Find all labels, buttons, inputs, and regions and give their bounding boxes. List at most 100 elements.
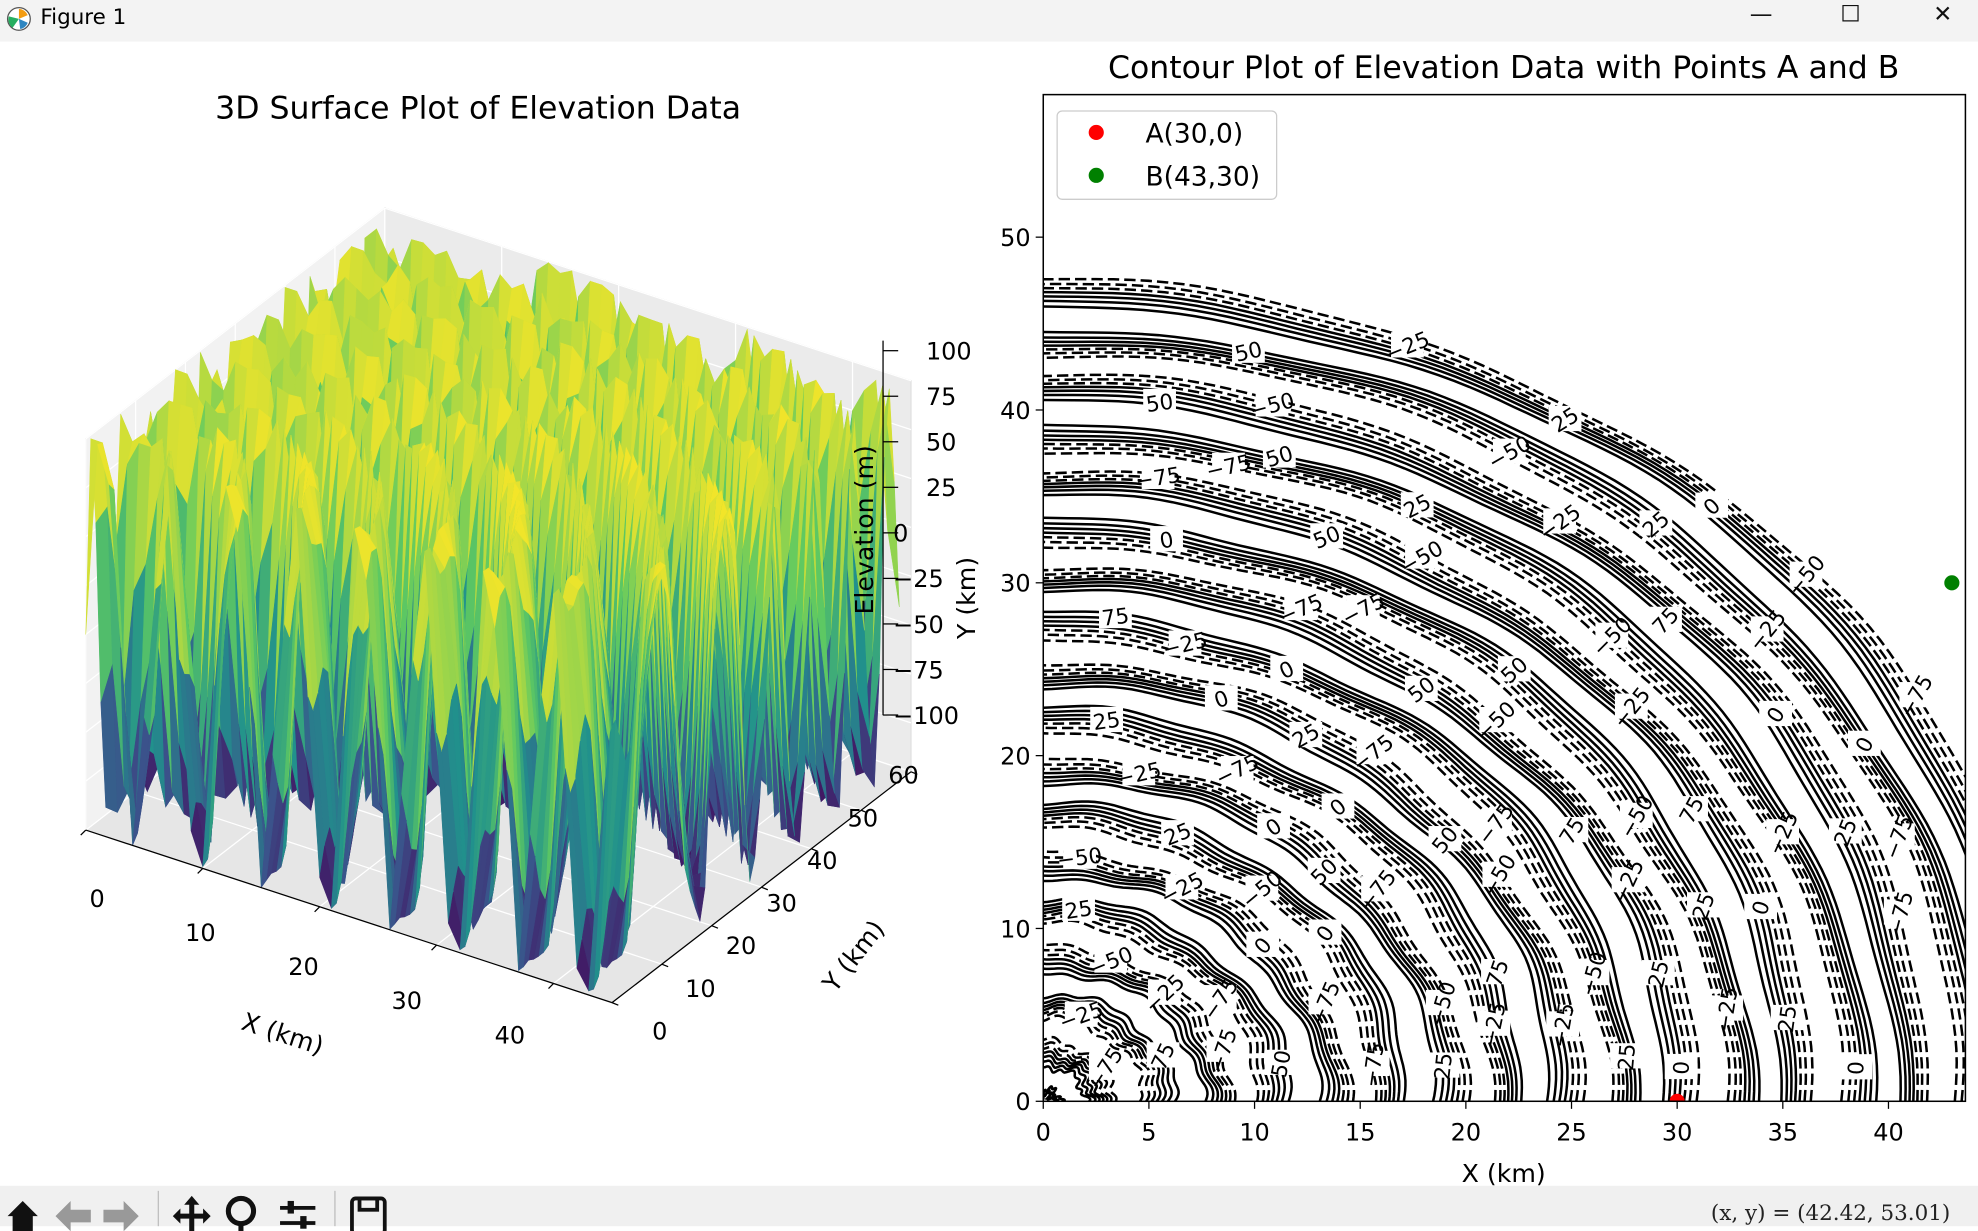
- contour-label-bg: [1143, 388, 1176, 415]
- contour-line: [1043, 850, 1356, 1102]
- minimize-button[interactable]: —: [1723, 0, 1799, 33]
- surface-zlabel: Elevation (m): [850, 445, 879, 614]
- contour-line: [1043, 299, 1966, 843]
- contour-label-bg: [1477, 1010, 1511, 1036]
- figure-canvas[interactable]: 3D Surface Plot of Elevation Data 0 10 20 3…: [0, 42, 1978, 1186]
- contour-line: [1043, 347, 1966, 1024]
- x-tick-label: 30: [1662, 1118, 1692, 1146]
- contour-line: [1043, 389, 1912, 1102]
- contour-label-bg: [1611, 867, 1645, 893]
- contour-label-bg: [1428, 826, 1462, 852]
- pan-button[interactable]: [172, 1193, 212, 1231]
- x-tick: [548, 983, 554, 989]
- z-tick-label: −25: [893, 565, 944, 593]
- contour-label-bg: [1750, 616, 1784, 642]
- contour-label-bg: [1687, 892, 1720, 918]
- contour-label-bg: [1425, 989, 1459, 1016]
- contour-label-bg: [1766, 819, 1799, 845]
- contour-label: −50: [1056, 843, 1104, 873]
- legend: A(30,0) B(43,30): [1056, 110, 1278, 200]
- surface-mesh: [85, 228, 900, 992]
- contour-label-bg: [1246, 931, 1280, 957]
- cursor-coordinates: (x, y) = (42.42, 53.01): [1710, 1200, 1951, 1227]
- home-button[interactable]: [3, 1193, 43, 1231]
- contour-label-bg: [1141, 463, 1175, 489]
- toolbar-separator: [334, 1190, 336, 1227]
- contour-label-bg: [1828, 818, 1862, 844]
- close-button[interactable]: ✕: [1905, 0, 1978, 33]
- contour-label: 50: [1267, 1048, 1297, 1080]
- contour-label-bg: [1212, 452, 1245, 478]
- contour-line: [1043, 704, 1524, 1102]
- x-tick-label: 5: [1141, 1118, 1156, 1146]
- point-b: [1944, 575, 1960, 591]
- contour-line: [1043, 808, 1396, 1102]
- y-tick-label: 40: [807, 847, 837, 875]
- contour-label-bg: [1150, 526, 1183, 552]
- contour-line: [1043, 398, 1902, 1102]
- x-tick-label: 20: [288, 953, 318, 981]
- contour-line: [1043, 290, 1966, 818]
- contour-label-bg: [1094, 947, 1128, 973]
- contour-label-bg: [1789, 561, 1823, 587]
- contour-label-bg: [1203, 985, 1237, 1011]
- contour-label-bg: [1088, 1054, 1122, 1080]
- contour-line: [1043, 423, 1879, 1102]
- zoom-button[interactable]: [222, 1193, 262, 1231]
- x-tick-label: 40: [1873, 1118, 1903, 1146]
- matplotlib-logo-icon: [6, 6, 31, 31]
- contour-line: [1043, 674, 1569, 1102]
- contour-label-bg: [1099, 602, 1132, 629]
- save-button[interactable]: [348, 1193, 388, 1231]
- back-button[interactable]: [53, 1193, 93, 1231]
- navigation-toolbar: (x, y) = (42.42, 53.01): [0, 1185, 1978, 1231]
- contour-line: [1043, 1050, 1105, 1102]
- y-tick: [811, 848, 818, 852]
- contour-label-bg: [1479, 809, 1512, 836]
- z-tick-label: 100: [926, 338, 972, 366]
- contour-label-bg: [1161, 820, 1194, 846]
- y-tick-label: 30: [1000, 570, 1030, 598]
- contour-label-bg: [1664, 1053, 1698, 1080]
- y-tick: [661, 963, 669, 968]
- contour-label-bg: [1245, 875, 1279, 901]
- y-tick-label: 20: [1000, 742, 1030, 770]
- contour-label: 50: [1233, 337, 1265, 367]
- contour-line: [1043, 351, 1966, 1102]
- contour-line: [1043, 481, 1798, 1102]
- maximize-button[interactable]: ☐: [1813, 0, 1889, 33]
- legend-marker-a: [1088, 124, 1104, 141]
- pan-move-icon: [172, 1195, 211, 1231]
- contour-line: [1043, 663, 1587, 1102]
- contour-line: [1043, 717, 1510, 1102]
- contour-line: [1043, 667, 1581, 1102]
- legend-label-a: A(30,0): [1145, 119, 1243, 150]
- contour-line: [1043, 878, 1324, 1102]
- contour-label-bg: [1168, 630, 1202, 656]
- minimize-icon: —: [1749, 1, 1773, 28]
- configure-subplots-button[interactable]: [278, 1193, 318, 1231]
- forward-button[interactable]: [101, 1193, 141, 1231]
- contour-line: [1043, 451, 1845, 1102]
- contour-label-bg: [1404, 675, 1438, 701]
- contour-label-bg: [1321, 793, 1355, 819]
- y-tick: [711, 925, 719, 929]
- contour-line: [1043, 522, 1756, 1102]
- contour-label-bg: [1270, 655, 1304, 682]
- y-tick-label: 60: [888, 762, 918, 790]
- y-tick-label: 30: [766, 890, 796, 918]
- home-icon: [7, 1200, 38, 1231]
- contour-label-bg: [1675, 796, 1708, 822]
- contour-line: [1043, 526, 1751, 1102]
- contour-line: [1043, 477, 1802, 1102]
- z-tick-label: 25: [926, 474, 956, 502]
- close-icon: ✕: [1933, 1, 1953, 28]
- contour-line: [1043, 484, 1793, 1102]
- 3d-axes-ticks: 0 10 20 30 40 0 10 20 30 40 50 60 100 75 50 25 0 −25 −50 −7…: [80, 338, 972, 1049]
- contour-label-bg: [1146, 1042, 1180, 1068]
- contour-label: 25: [1092, 708, 1122, 737]
- contour-line: [1043, 900, 1286, 1102]
- contour-label-bg: [1264, 1049, 1298, 1075]
- z-tick-label: −100: [893, 702, 959, 730]
